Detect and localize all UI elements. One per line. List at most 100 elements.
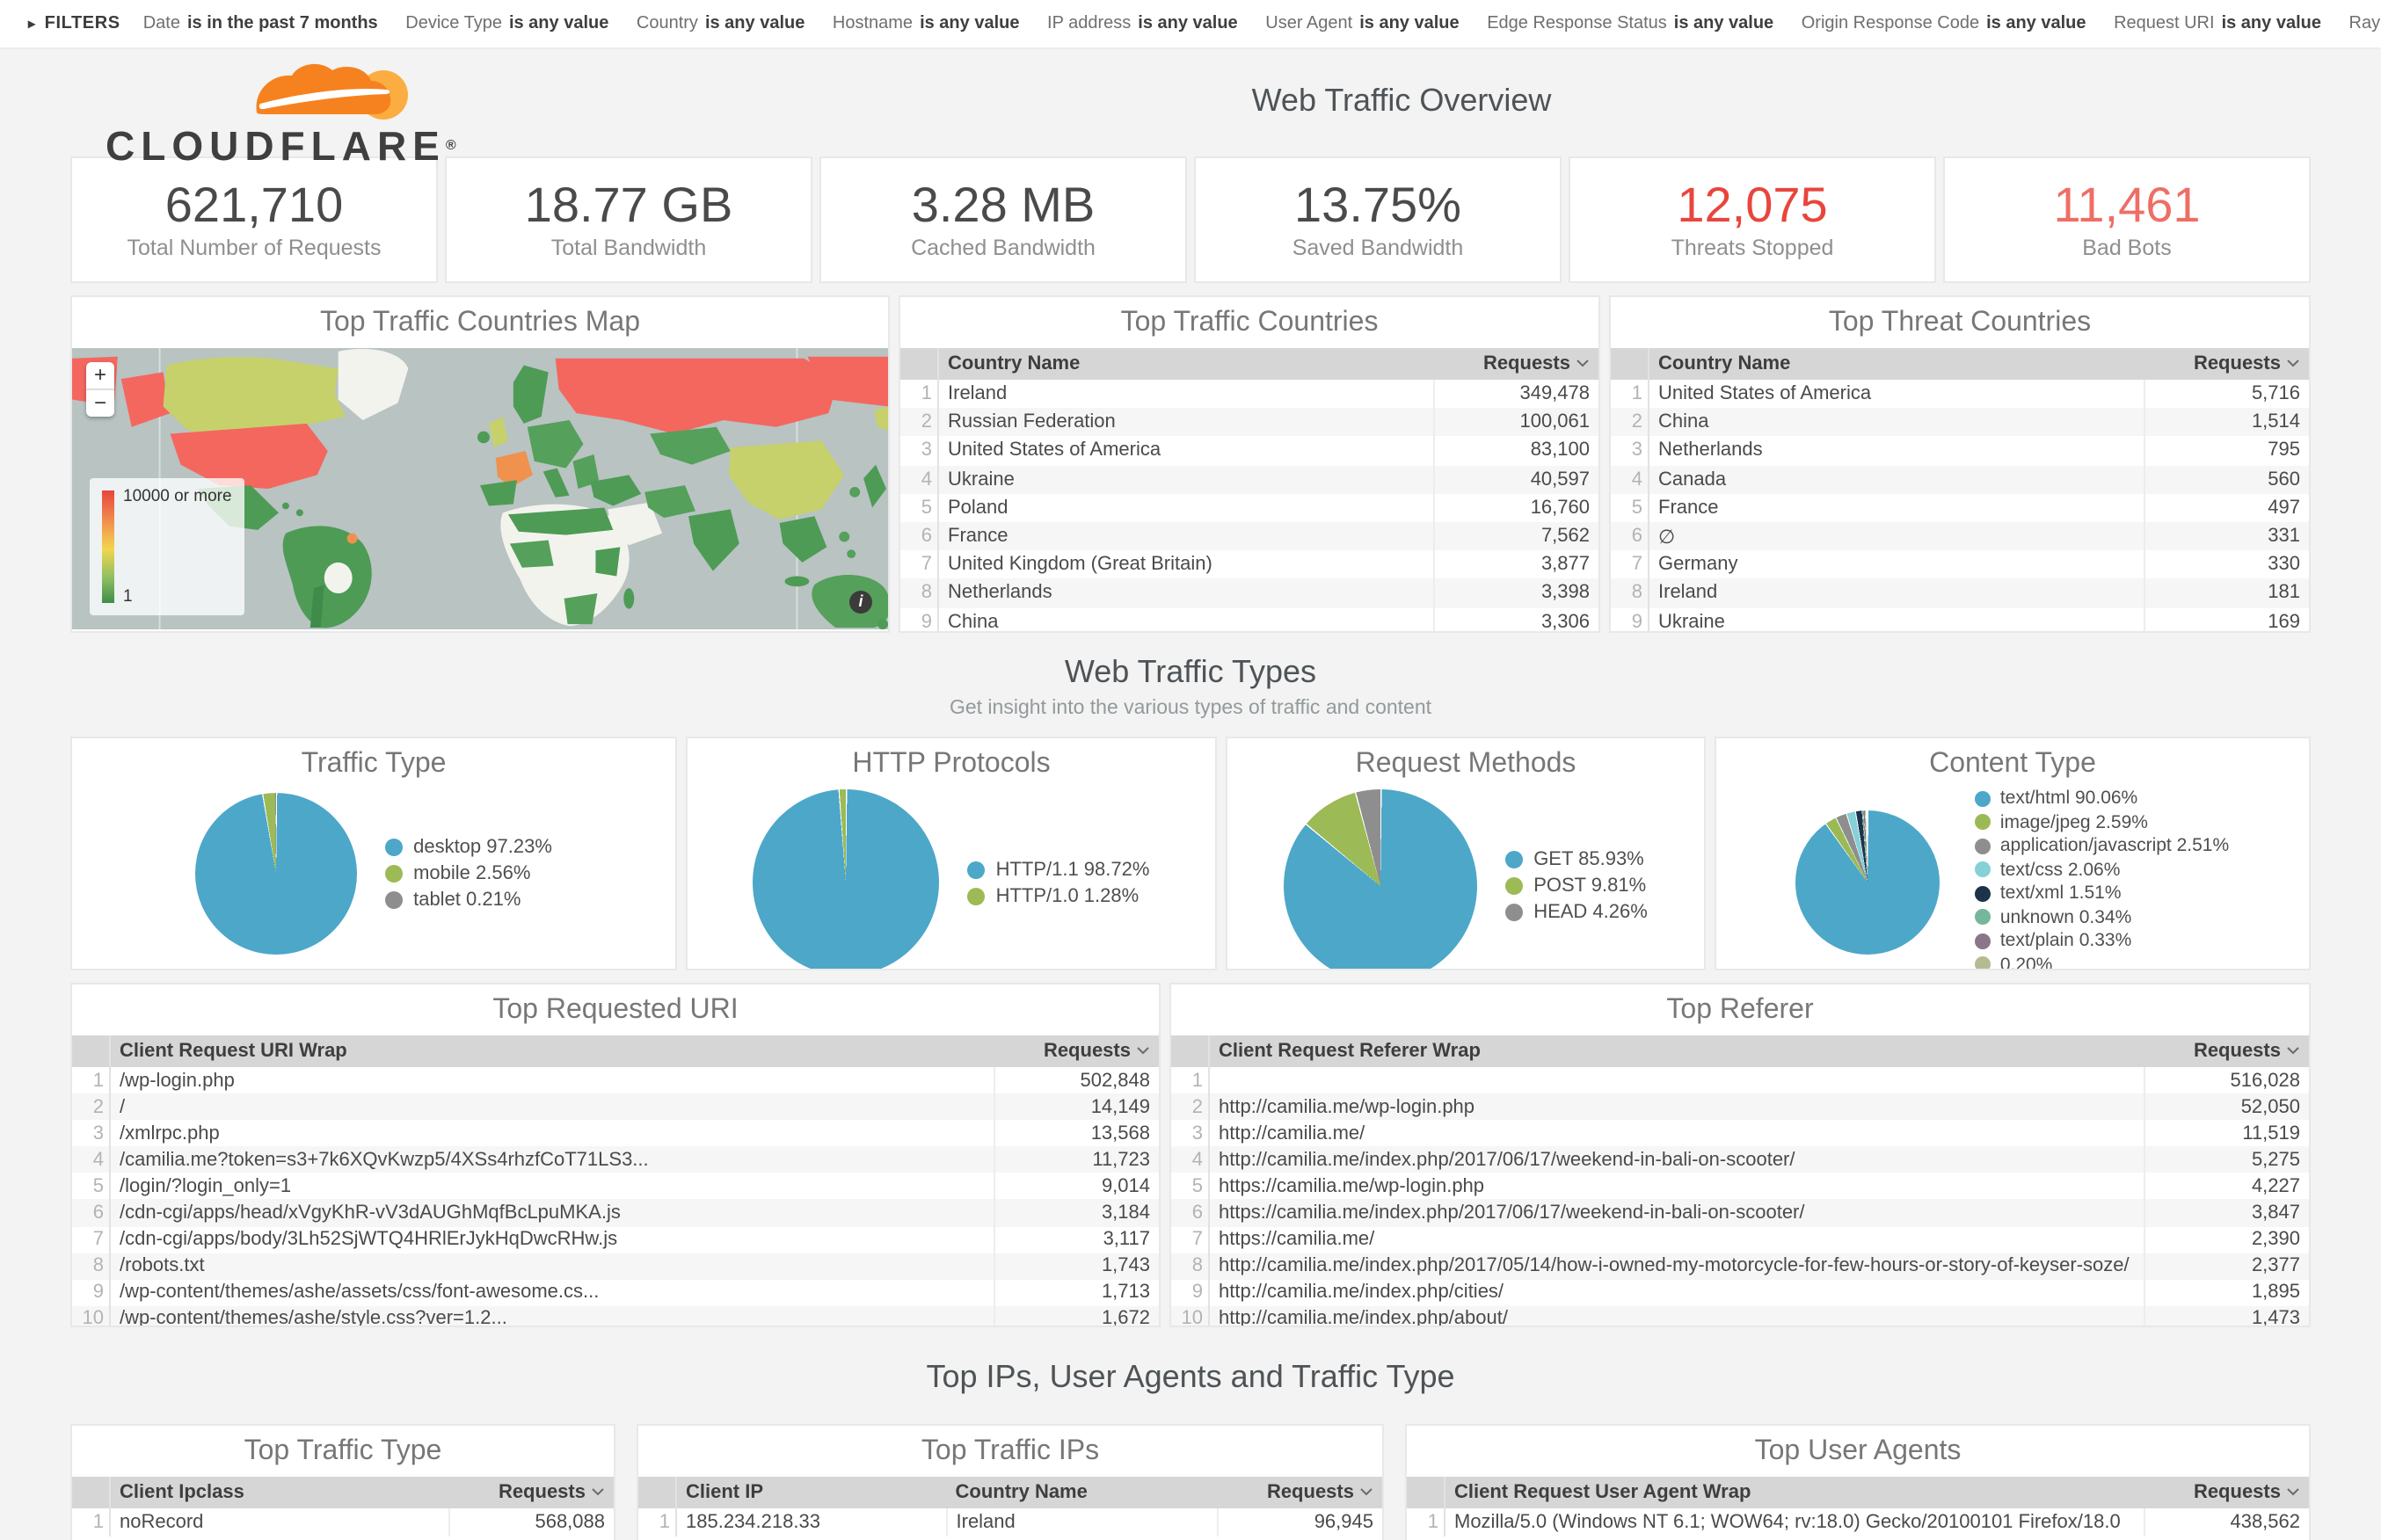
filter-item[interactable]: IP address is any value [1047, 14, 1238, 33]
table-row[interactable]: 10 http://camilia.me/index.php/about/ 1,… [1171, 1305, 2309, 1326]
country-name-column-header[interactable]: Country Name [1649, 348, 2144, 380]
content-type-title: Content Type [1929, 749, 2096, 779]
table-row[interactable]: 6 /cdn-cgi/apps/head/xVgyKhR-vV3dAUGhMqf… [72, 1199, 1159, 1227]
kpi-tile[interactable]: 11,461 Bad Bots [1943, 156, 2311, 283]
map-title: Top Traffic Countries Map [319, 308, 640, 338]
legend-swatch [1975, 838, 1991, 854]
legend-swatch [1505, 904, 1524, 921]
table-row[interactable]: 10 /wp-content/themes/ashe/style.css?ver… [72, 1305, 1159, 1326]
legend-swatch [1975, 909, 1991, 926]
ipclass-column-header[interactable]: Client Ipclass [110, 1477, 448, 1508]
legend-item: HTTP/1.0 1.28% [967, 885, 1150, 906]
top-traffic-countries-panel: Top Traffic Countries Country Name Reque… [899, 295, 1600, 633]
table-row[interactable]: 2 / 14,149 [72, 1093, 1159, 1121]
table-row[interactable]: 4 Canada 560 [1611, 465, 2309, 494]
section-title: Web Traffic Types [1064, 654, 1317, 689]
traffic-type-title: Traffic Type [301, 749, 447, 779]
requests-column-header[interactable]: Requests [994, 1035, 1159, 1067]
table-row[interactable]: 9 China 3,306 [900, 607, 1598, 631]
table-row[interactable]: 3 /xmlrpc.php 13,568 [72, 1120, 1159, 1147]
requests-column-header[interactable]: Requests [2144, 1035, 2309, 1067]
filter-item[interactable]: Hostname is any value [832, 14, 1020, 33]
requests-column-header[interactable]: Requests [2144, 348, 2309, 380]
http-protocols-panel: HTTP Protocols HTTP/1.1 98.72% HTTP/1.0 … [686, 737, 1217, 970]
table-row[interactable]: 5 Poland 16,760 [900, 493, 1598, 522]
table-row[interactable]: 1 516,028 [1171, 1067, 2309, 1094]
content-type-panel: Content Type text/html 90.06% image/jpeg… [1715, 737, 2311, 970]
table-row[interactable]: 4 http://camilia.me/index.php/2017/06/17… [1171, 1146, 2309, 1173]
table-row[interactable]: 6 France 7,562 [900, 521, 1598, 551]
map-zoom-out-button[interactable]: − [93, 390, 106, 415]
requests-column-header[interactable]: Requests [448, 1477, 614, 1508]
kpi-tile[interactable]: 13.75% Saved Bandwidth [1194, 156, 1562, 283]
country-column-header[interactable]: Country Name [946, 1477, 1217, 1508]
user-agent-column-header[interactable]: Client Request User Agent Wrap [1445, 1477, 2144, 1508]
legend-swatch [1975, 790, 1991, 807]
table-row[interactable]: 7 /cdn-cgi/apps/body/3Lh52SjWTQ4HRlErJyk… [72, 1226, 1159, 1253]
table-row[interactable]: 6 ∅ 331 [1611, 521, 2309, 551]
table-row[interactable]: 7 Germany 330 [1611, 550, 2309, 579]
table-row[interactable]: 1 United States of America 5,716 [1611, 380, 2309, 409]
section-subtitle: Get insight into the various types of tr… [949, 698, 1432, 719]
filter-item[interactable]: Device Type is any value [405, 14, 609, 33]
table-row[interactable]: 2 http://camilia.me/wp-login.php 52,050 [1171, 1093, 2309, 1121]
kpi-label: Total Number of Requests [127, 235, 382, 259]
table-row[interactable]: 6 https://camilia.me/index.php/2017/06/1… [1171, 1199, 2309, 1227]
kpi-row: 621,710 Total Number of Requests 18.77 G… [70, 156, 2311, 283]
table-row[interactable]: 8 Netherlands 3,398 [900, 578, 1598, 607]
content-type-pie-chart [1795, 810, 1940, 954]
table-row[interactable]: 7 https://camilia.me/ 2,390 [1171, 1226, 2309, 1253]
table-row[interactable]: 8 /robots.txt 1,743 [72, 1253, 1159, 1280]
country-name-column-header[interactable]: Country Name [938, 348, 1433, 380]
table-row[interactable]: 1 185.234.218.33 Ireland 96,945 [638, 1508, 1382, 1537]
table-row[interactable]: 5 https://camilia.me/wp-login.php 4,227 [1171, 1173, 2309, 1200]
kpi-tile[interactable]: 3.28 MB Cached Bandwidth [819, 156, 1187, 283]
filter-item[interactable]: Date is in the past 7 months [142, 14, 378, 33]
map-zoom-in-button[interactable]: + [86, 362, 114, 390]
table-row[interactable]: 2 China 1,514 [1611, 408, 2309, 437]
referer-column-header[interactable]: Client Request Referer Wrap [1209, 1035, 2144, 1067]
top-ips-section-header: Top IPs, User Agents and Traffic Type [0, 1359, 2381, 1396]
filter-item[interactable]: Origin Response Code is any value [1801, 14, 2086, 33]
table-row[interactable]: 1 Ireland 349,478 [900, 380, 1598, 409]
request-methods-pie-chart [1284, 789, 1478, 969]
table-row[interactable]: 9 http://camilia.me/index.php/cities/ 1,… [1171, 1279, 2309, 1306]
table-row[interactable]: 2 Russian Federation 100,061 [900, 408, 1598, 437]
table-row[interactable]: 9 Ukraine 169 [1611, 607, 2309, 631]
legend-item: 0.20% [1975, 955, 2229, 969]
filters-arrow-icon: ▸ [28, 16, 36, 32]
filter-item[interactable]: RayIDis any value [2348, 14, 2381, 33]
client-ip-column-header[interactable]: Client IP [676, 1477, 947, 1508]
table-row[interactable]: 7 United Kingdom (Great Britain) 3,877 [900, 550, 1598, 579]
filter-item[interactable]: Edge Response Status is any value [1487, 14, 1774, 33]
table-row[interactable]: 4 /camilia.me?token=s3+7k6XQvKwzp5/4XSs4… [72, 1146, 1159, 1173]
filter-item[interactable]: Request URI is any value [2114, 14, 2321, 33]
requests-column-header[interactable]: Requests [1217, 1477, 1382, 1508]
uri-column-header[interactable]: Client Request URI Wrap [110, 1035, 994, 1067]
table-row[interactable]: 3 http://camilia.me/ 11,519 [1171, 1120, 2309, 1147]
table-row[interactable]: 3 Netherlands 795 [1611, 436, 2309, 466]
kpi-tile[interactable]: 18.77 GB Total Bandwidth [445, 156, 812, 283]
filter-item[interactable]: User Agent is any value [1265, 14, 1460, 33]
table-row[interactable]: 5 France 497 [1611, 493, 2309, 522]
top-traffic-countries-title: Top Traffic Countries [1120, 308, 1379, 338]
table-row[interactable]: 8 http://camilia.me/index.php/2017/05/14… [1171, 1253, 2309, 1280]
table-row[interactable]: 1 /wp-login.php 502,848 [72, 1067, 1159, 1094]
filter-items: Date is in the past 7 months Device Type i… [143, 14, 2381, 33]
requests-column-header[interactable]: Requests [1433, 348, 1598, 380]
world-map[interactable]: + − 10000 or more 1 i [72, 348, 888, 629]
map-info-button[interactable]: i [849, 591, 872, 614]
table-row[interactable]: 8 Ireland 181 [1611, 578, 2309, 607]
table-row[interactable]: 1 Mozilla/5.0 (Windows NT 6.1; WOW64; rv… [1407, 1508, 2309, 1537]
filter-item[interactable]: Country is any value [636, 14, 805, 33]
table-row[interactable]: 5 /login/?login_only=1 9,014 [72, 1173, 1159, 1200]
filters-toggle[interactable]: ▸ FILTERS [28, 14, 120, 33]
index-column-header [72, 1035, 111, 1067]
kpi-tile[interactable]: 621,710 Total Number of Requests [70, 156, 438, 283]
table-row[interactable]: 1 noRecord 568,088 [72, 1508, 614, 1537]
table-row[interactable]: 3 United States of America 83,100 [900, 436, 1598, 466]
kpi-tile[interactable]: 12,075 Threats Stopped [1569, 156, 1936, 283]
table-row[interactable]: 9 /wp-content/themes/ashe/assets/css/fon… [72, 1279, 1159, 1306]
table-row[interactable]: 4 Ukraine 40,597 [900, 465, 1598, 494]
requests-column-header[interactable]: Requests [2144, 1477, 2309, 1508]
